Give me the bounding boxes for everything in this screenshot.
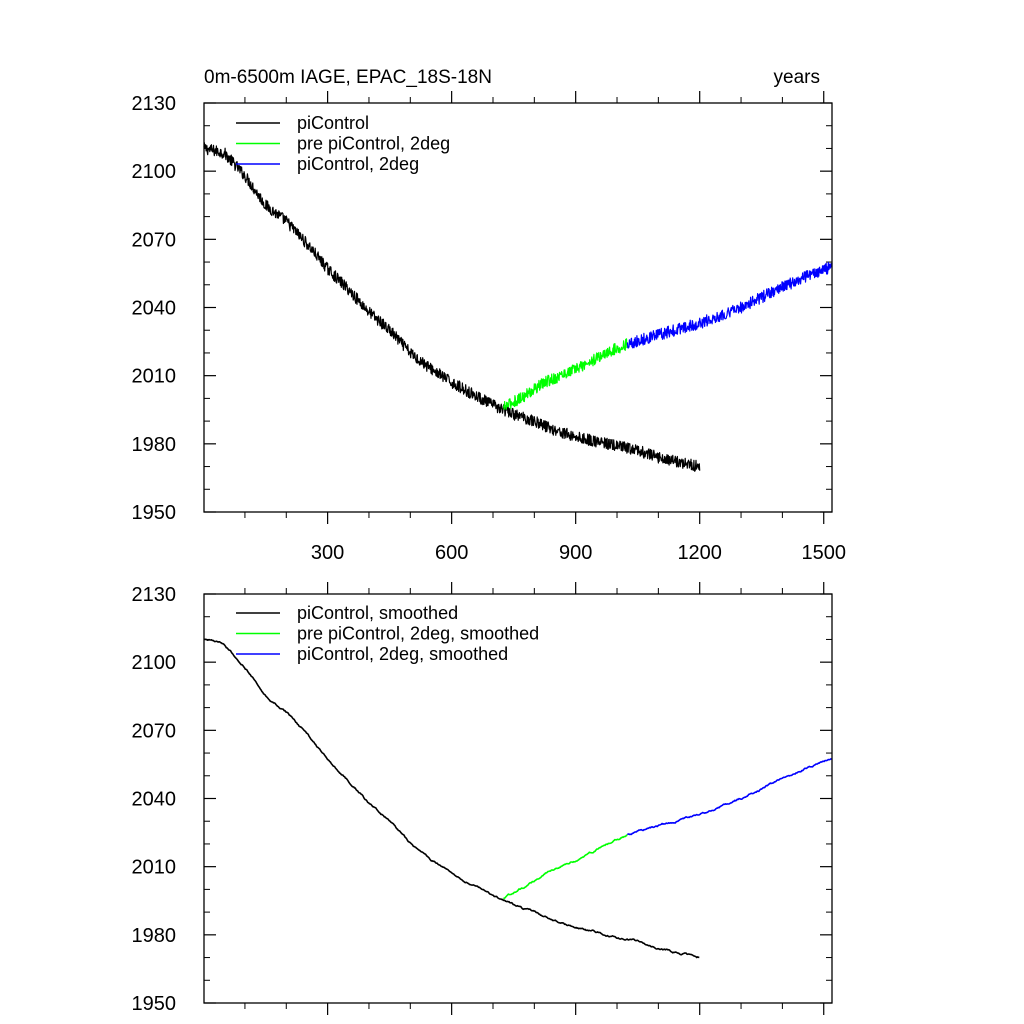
x-tick-label: 600 (435, 542, 468, 564)
plot-frame (203, 593, 833, 1004)
legend-label: pre piControl, 2deg (297, 134, 450, 154)
axis-layer: 1950 1980 2010 2040 2070 2100 2130 (132, 582, 832, 1015)
legend-label: piControl, 2deg (297, 154, 419, 174)
y-tick-label: 1980 (132, 434, 177, 456)
y-tick-label: 1980 (132, 925, 177, 947)
series-line-picontrol-2deg-smoothed (626, 758, 832, 836)
series-line-pre-picontrol-2deg (503, 338, 628, 410)
legend-label: piControl (297, 113, 369, 133)
y-tick-label: 2070 (132, 229, 177, 251)
x-tick-label: 1500 (801, 542, 846, 564)
legend-label: piControl, smoothed (297, 603, 458, 623)
top-panel: 0m-6500m IAGE, EPAC_18S-18N years 195019… (132, 67, 846, 564)
y-tick-label: 2130 (132, 584, 177, 606)
x-tick-label: 900 (559, 542, 592, 564)
x-tick-label: 1200 (677, 542, 722, 564)
y-tick-label: 2130 (132, 93, 177, 115)
legend-label: pre piControl, 2deg, smoothed (297, 624, 539, 644)
y-tick-label: 1950 (132, 502, 177, 524)
chart-title: 0m-6500m IAGE, EPAC_18S-18N (204, 67, 492, 88)
units-label: years (774, 67, 820, 88)
bottom-panel: 1950 1980 2010 2040 2070 2100 2130 piControl, … (132, 582, 833, 1015)
y-tick-label: 2010 (132, 366, 177, 388)
axis-layer: 1950 1980 2010 2040 2070 2100 2130 300 600 900 120… (132, 91, 846, 564)
series-line-picontrol-2deg (626, 261, 833, 349)
y-tick-label: 2100 (132, 652, 177, 674)
series-line-picontrol-smoothed (203, 638, 700, 959)
series-layer (203, 638, 832, 959)
y-tick-label: 2070 (132, 720, 177, 742)
y-tick-label: 2010 (132, 857, 177, 879)
series-line-picontrol (203, 142, 701, 472)
y-tick-label: 2040 (132, 789, 177, 811)
y-tick-label: 1950 (132, 993, 177, 1015)
x-tick-label: 300 (311, 542, 344, 564)
legend-label: piControl, 2deg, smoothed (297, 644, 508, 664)
series-line-pre-picontrol-2deg-smoothed (503, 834, 628, 900)
y-tick-label: 2040 (132, 298, 177, 320)
plot-frame (203, 102, 833, 513)
series-layer (203, 142, 833, 472)
y-tick-label: 2100 (132, 161, 177, 183)
